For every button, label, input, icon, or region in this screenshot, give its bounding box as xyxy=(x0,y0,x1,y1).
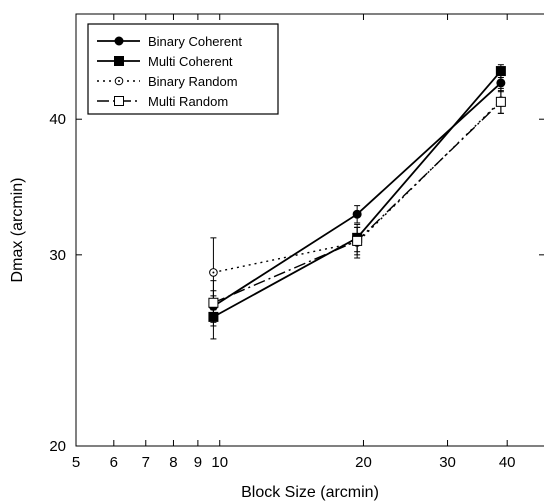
series-line xyxy=(213,101,502,304)
plot-frame xyxy=(75,13,544,447)
legend-label: Binary Coherent xyxy=(148,34,242,49)
y-tick-label: 20 xyxy=(49,438,66,455)
legend-marker xyxy=(114,56,124,66)
data-point-center xyxy=(212,271,215,274)
legend-item: Multi Coherent xyxy=(97,54,233,69)
series-line xyxy=(212,82,502,308)
x-tick-label: 20 xyxy=(355,454,372,471)
legend-items: Binary Coherent Multi Coherent Binary Rand… xyxy=(97,34,242,109)
series-line xyxy=(213,100,502,274)
x-tick-label: 6 xyxy=(110,454,118,471)
x-tick-label: 9 xyxy=(194,454,202,471)
x-axis-label: Block Size (arcmin) xyxy=(241,484,379,501)
series-multi-random xyxy=(208,90,506,327)
legend-marker xyxy=(114,96,124,106)
data-point xyxy=(495,66,506,77)
y-axis-label: Dmax (arcmin) xyxy=(9,178,26,283)
data-point xyxy=(352,235,363,246)
series-binary-random xyxy=(209,87,506,311)
y-tick-label: 40 xyxy=(49,111,66,128)
data-point xyxy=(496,78,506,88)
legend-label: Multi Coherent xyxy=(148,54,233,69)
x-tick-label: 7 xyxy=(142,454,150,471)
legend-marker xyxy=(114,36,124,46)
legend-item: Binary Random xyxy=(97,74,238,89)
x-tick-label: 5 xyxy=(72,454,80,471)
x-tick-label: 8 xyxy=(169,454,177,471)
x-axis-ticks: 5 6 7 8 9 10 20 30 40 xyxy=(72,14,516,471)
legend-label: Binary Random xyxy=(148,74,238,89)
legend-marker-center xyxy=(118,80,120,82)
x-tick-label: 30 xyxy=(439,454,456,471)
legend-item: Multi Random xyxy=(97,94,228,109)
legend-item: Binary Coherent xyxy=(97,34,242,49)
series-layer xyxy=(208,64,506,340)
y-axis-ticks: 20 30 40 xyxy=(49,111,544,455)
x-tick-label: 40 xyxy=(499,454,516,471)
y-tick-label: 30 xyxy=(49,247,66,264)
legend-label: Multi Random xyxy=(148,94,228,109)
legend: Binary Coherent Multi Coherent Binary Rand… xyxy=(87,23,279,115)
data-point xyxy=(352,209,362,219)
data-point xyxy=(208,297,219,308)
x-tick-label: 10 xyxy=(211,454,228,471)
data-point xyxy=(495,96,506,107)
